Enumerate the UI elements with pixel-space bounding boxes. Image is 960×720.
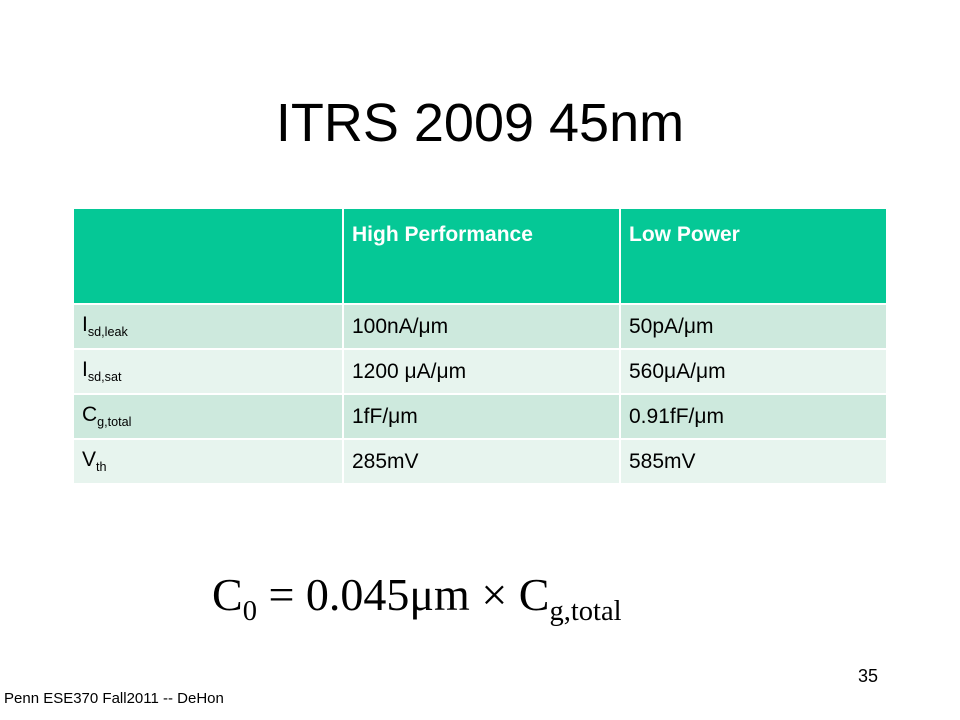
row-label: Isd,sat — [72, 348, 344, 395]
row-label: Vth — [72, 438, 344, 485]
table-cell: 1200 μA/μm — [342, 348, 621, 395]
table-row: Vth 285mV 585mV — [72, 438, 888, 485]
page-number: 35 — [858, 666, 879, 686]
data-table: High Performance Low Power Isd,leak 100nA… — [72, 207, 888, 485]
row-label-main: I — [82, 358, 88, 382]
row-label-subscript: sd,sat — [87, 370, 122, 385]
footer-text: Penn ESE370 Fall2011 -- DeHon — [4, 690, 224, 707]
row-label-subscript: th — [96, 460, 107, 475]
header-row: High Performance Low Power — [72, 207, 888, 305]
row-label-subscript: sd,leak — [87, 325, 128, 340]
header-cell — [72, 207, 344, 305]
table-row: Isd,leak 100nA/μm 50pA/μm — [72, 303, 888, 350]
header-cell: High Performance — [342, 207, 621, 305]
table-cell: 100nA/μm — [342, 303, 621, 350]
formula-symbol: C — [212, 569, 243, 620]
row-label-main: I — [82, 313, 88, 337]
slide-title: ITRS 2009 45nm — [275, 93, 685, 153]
formula: C0 = 0.045μm × Cg,total — [212, 568, 622, 628]
table-cell: 50pA/μm — [619, 303, 888, 350]
table-body: Isd,leak 100nA/μm 50pA/μm Isd,sat 1200 μA/μm… — [72, 303, 888, 485]
row-label: Cg,total — [72, 393, 344, 440]
table-cell: 560μA/μm — [619, 348, 888, 395]
row-label-main: V — [82, 448, 97, 472]
row-label: Isd,leak — [72, 303, 344, 350]
table-row: Isd,sat 1200 μA/μm 560μA/μm — [72, 348, 888, 395]
table-row: Cg,total 1fF/μm 0.91fF/μm — [72, 393, 888, 440]
table-cell: 285mV — [342, 438, 621, 485]
formula-text: = 0.045μm × — [256, 569, 519, 620]
formula-subscript: 0 — [242, 596, 257, 628]
table-cell: 1fF/μm — [342, 393, 621, 440]
table-cell: 585mV — [619, 438, 888, 485]
header-cell: Low Power — [619, 207, 888, 305]
formula-subscript: g,total — [549, 596, 622, 628]
row-label-subscript: g,total — [97, 415, 132, 430]
row-label-main: C — [82, 403, 98, 427]
formula-symbol: C — [518, 569, 550, 620]
table-cell: 0.91fF/μm — [619, 393, 888, 440]
